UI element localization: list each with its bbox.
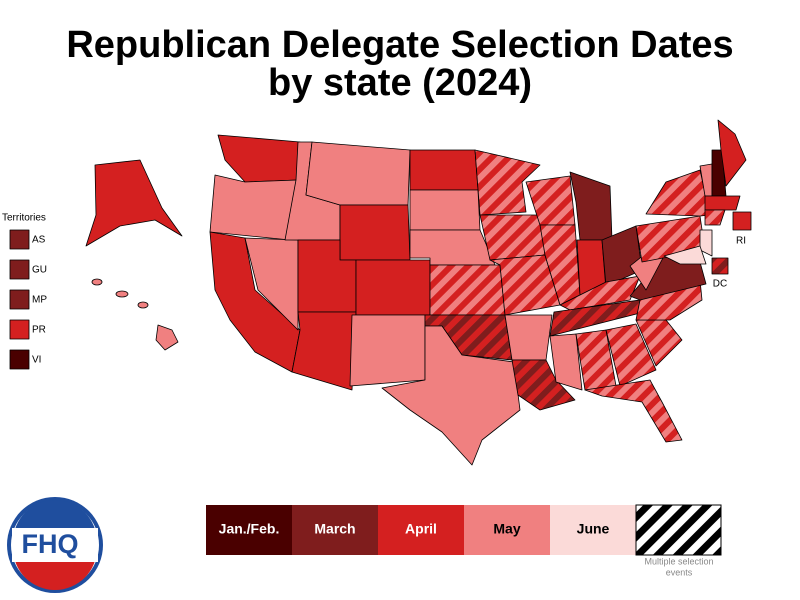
logo	[7, 497, 103, 593]
territory-label: AS	[32, 235, 46, 246]
title: Republican Delegate Selection Dates	[66, 24, 733, 66]
territory-label: MP	[32, 295, 47, 306]
legend-label: March	[314, 521, 355, 537]
us-map	[85, 119, 752, 466]
legend-label: April	[405, 521, 437, 537]
legend-label: May	[493, 521, 520, 537]
logo-text: FHQ	[22, 529, 79, 559]
legend-label: events	[666, 567, 693, 577]
legend	[206, 504, 722, 556]
legend-label: Jan./Feb.	[219, 521, 280, 537]
title: by state (2024)	[268, 62, 532, 104]
territory-label: GU	[32, 265, 47, 276]
territory-label: VI	[32, 355, 41, 366]
legend-label: Multiple selection	[644, 556, 713, 566]
map-label: RI	[736, 236, 746, 247]
territories-heading: Territories	[2, 213, 46, 224]
territory-label: PR	[32, 325, 46, 336]
map-label: DC	[713, 279, 727, 290]
territories	[9, 229, 30, 370]
legend-label: June	[577, 521, 610, 537]
